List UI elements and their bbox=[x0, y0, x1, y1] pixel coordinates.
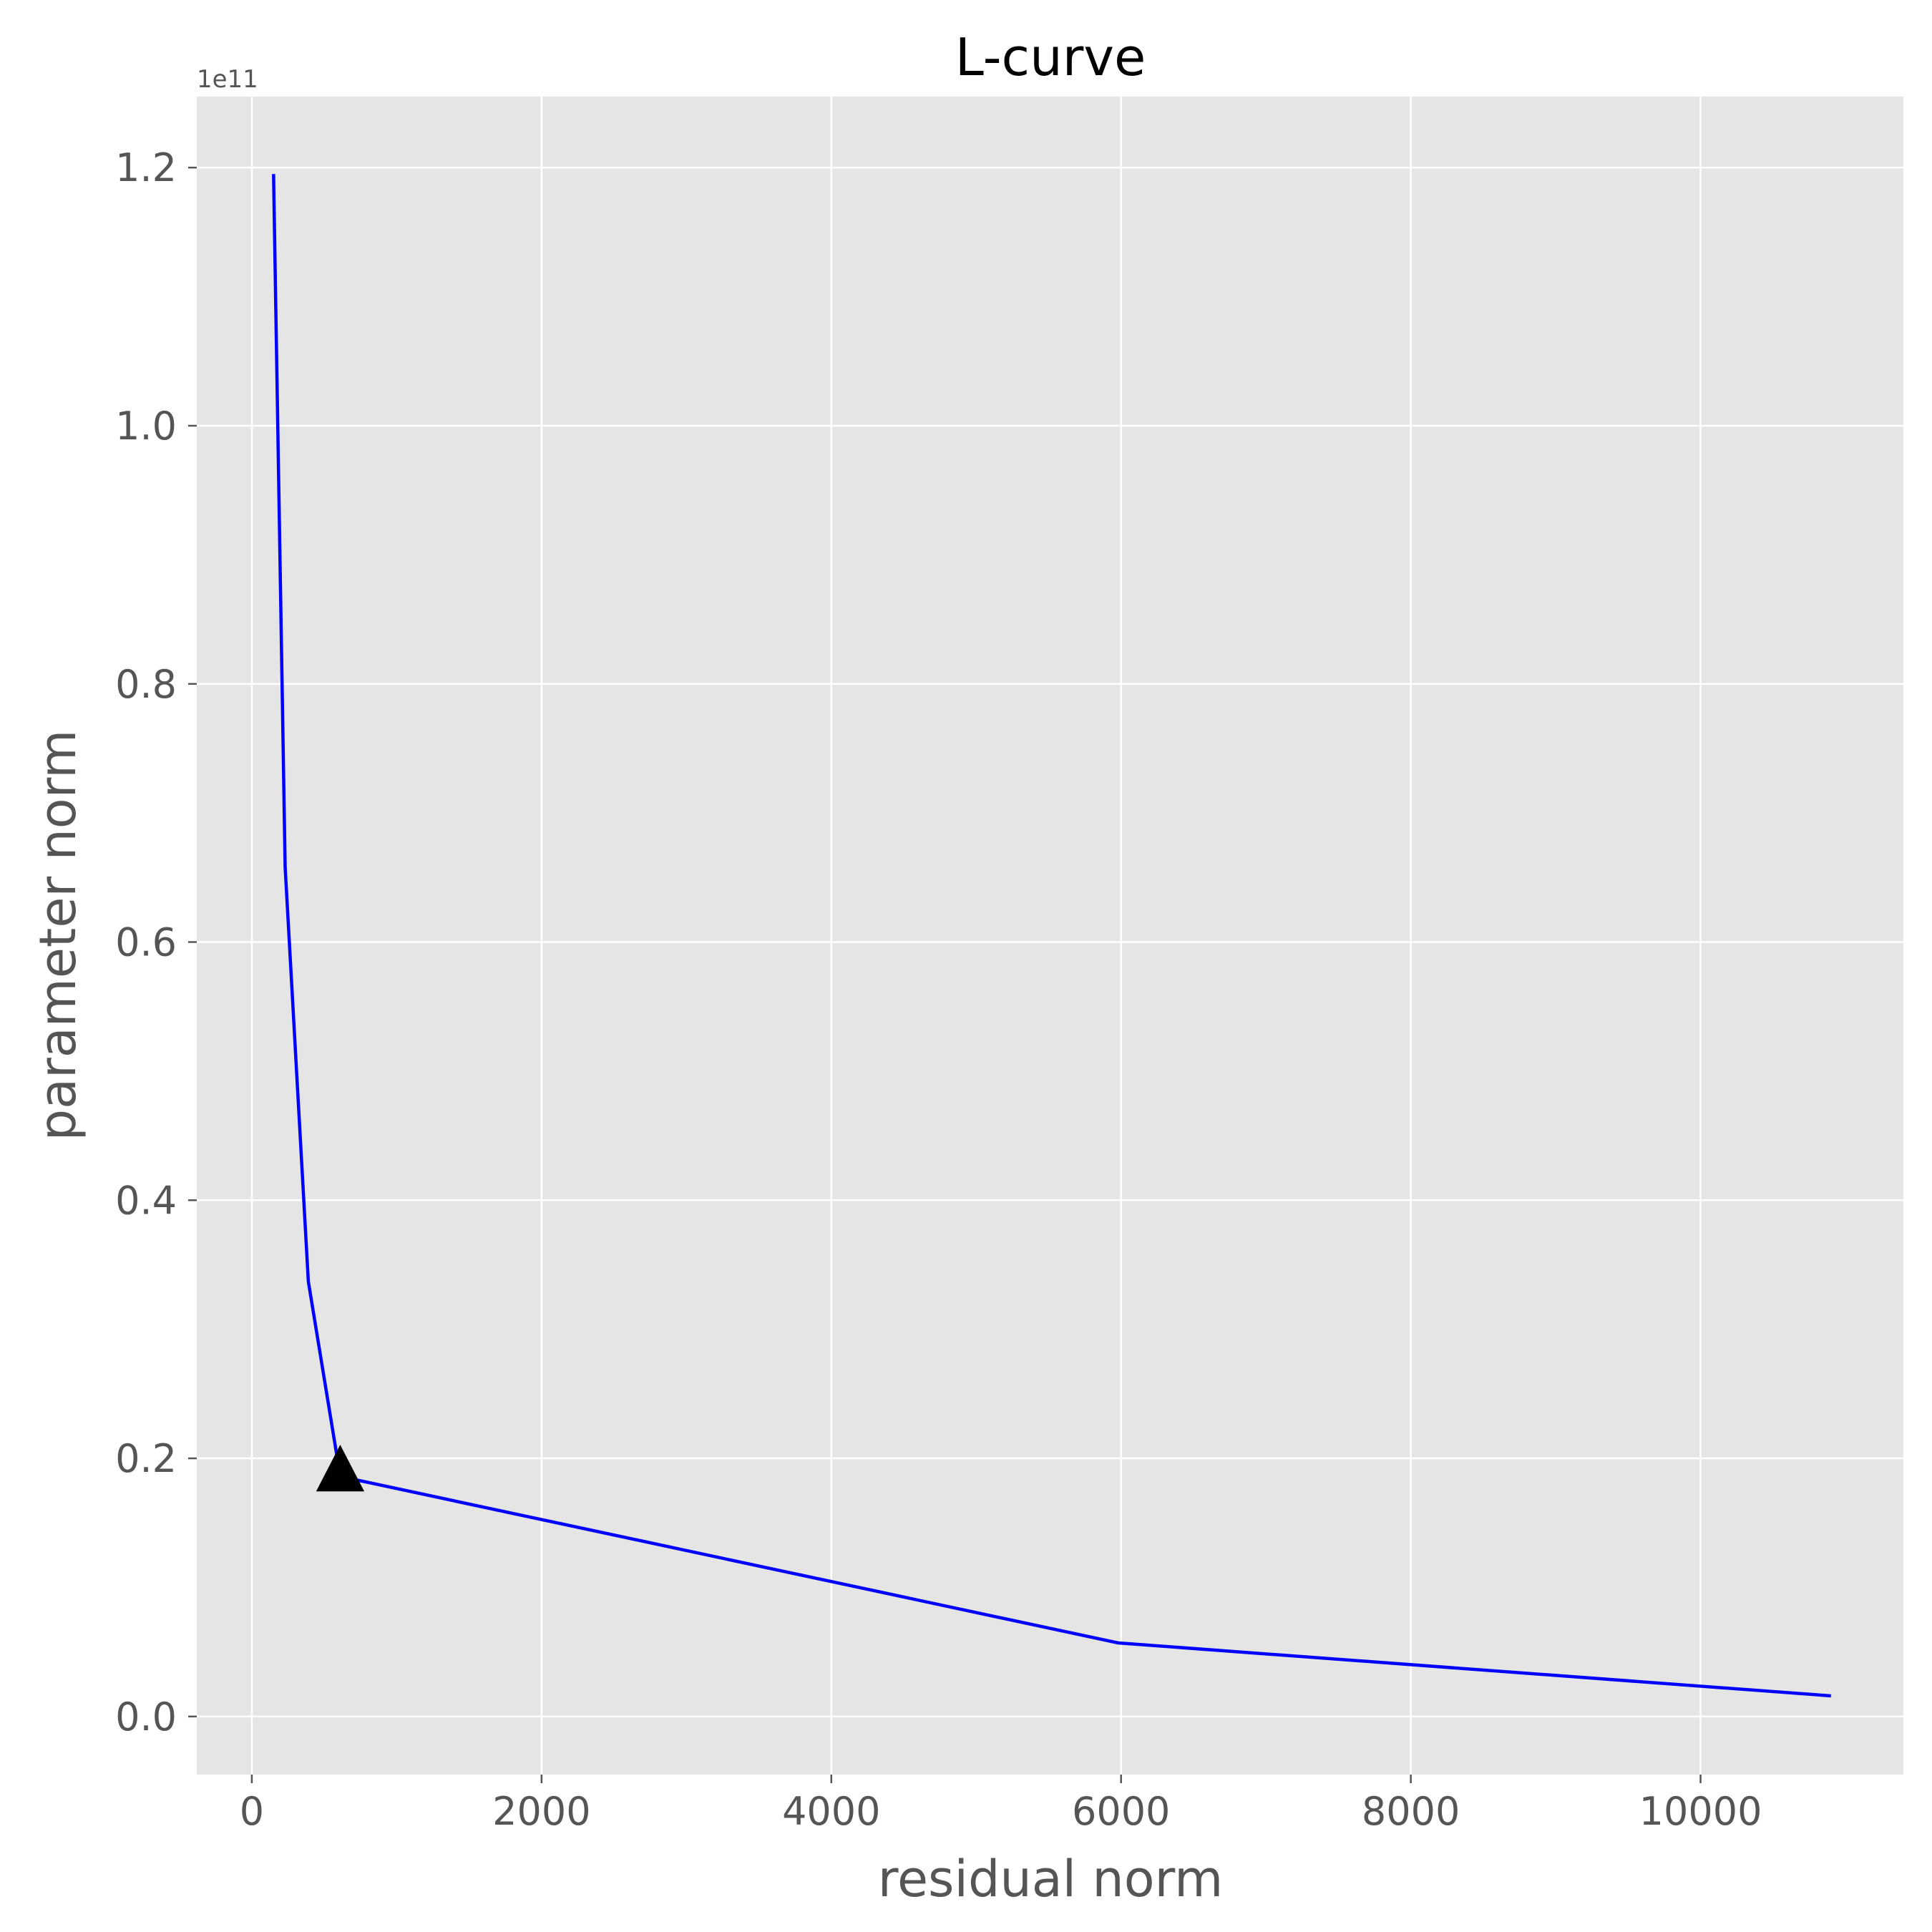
x-tick-label: 6000 bbox=[1072, 1789, 1170, 1834]
y-tick-label: 1.2 bbox=[115, 145, 177, 190]
x-tick-label: 2000 bbox=[492, 1789, 590, 1834]
y-axis-offset-label: 1e11 bbox=[197, 65, 258, 94]
x-tick-label: 10000 bbox=[1639, 1789, 1762, 1834]
marker-layer bbox=[316, 1445, 365, 1492]
grid-lines bbox=[197, 97, 1903, 1775]
axis-ticks: 0 2000 4000 6000 8000 10000 0.0 0.2 0.4 0.6 0.8 1.0… bbox=[115, 145, 1762, 1834]
y-tick-label: 0.0 bbox=[115, 1694, 177, 1740]
chart-title: L-curve bbox=[955, 27, 1146, 87]
x-tick-label: 0 bbox=[240, 1789, 264, 1834]
x-tick-label: 4000 bbox=[782, 1789, 880, 1834]
plot-area bbox=[197, 97, 1903, 1775]
x-axis-label: residual norm bbox=[878, 1850, 1224, 1908]
y-tick-label: 1.0 bbox=[115, 404, 177, 449]
y-tick-label: 0.8 bbox=[115, 662, 177, 707]
y-tick-label: 0.2 bbox=[115, 1436, 177, 1481]
x-tick-label: 8000 bbox=[1362, 1789, 1460, 1834]
y-axis-label: parameter norm bbox=[29, 730, 87, 1141]
y-tick-label: 0.6 bbox=[115, 920, 177, 965]
corner-point-marker bbox=[316, 1445, 365, 1492]
y-tick-label: 0.4 bbox=[115, 1178, 177, 1223]
